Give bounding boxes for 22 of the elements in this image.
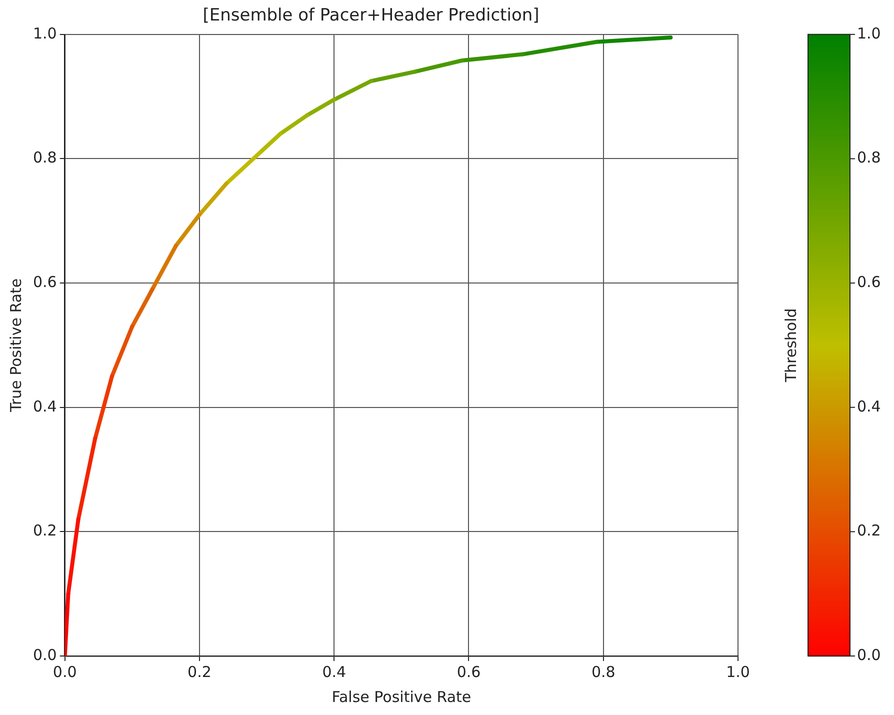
- color-bar-label: 0.8: [857, 148, 881, 167]
- x-axis-title: False Positive Rate: [332, 688, 472, 706]
- color-bar-label: 1.0: [857, 24, 881, 42]
- color-bar-title: Threshold: [782, 308, 800, 384]
- y-axis-title: True Positive Rate: [6, 278, 25, 414]
- x-tick-label: 0.2: [188, 662, 212, 681]
- y-tick-label: 0.4: [32, 397, 57, 416]
- y-tick-label: 0.8: [32, 148, 57, 167]
- color-bar-label: 0.4: [857, 397, 881, 416]
- color-bar-label: 0.6: [857, 272, 881, 291]
- color-bar-label: 0.2: [857, 522, 881, 540]
- x-tick-label: 0.4: [322, 662, 346, 681]
- x-tick-label: 0.8: [591, 662, 616, 681]
- color-bar-label: 0.0: [857, 646, 881, 664]
- chart-title: [Ensemble of Pacer+Header Prediction]: [202, 6, 540, 26]
- y-tick-label: 0.6: [32, 272, 57, 291]
- x-tick-label: 0.0: [52, 662, 77, 681]
- y-tick-label: 0.0: [32, 646, 57, 664]
- y-tick-label: 1.0: [32, 24, 57, 42]
- x-tick-label: 0.6: [456, 662, 481, 681]
- y-tick-label: 0.2: [32, 522, 57, 540]
- x-tick-label: 1.0: [726, 662, 750, 681]
